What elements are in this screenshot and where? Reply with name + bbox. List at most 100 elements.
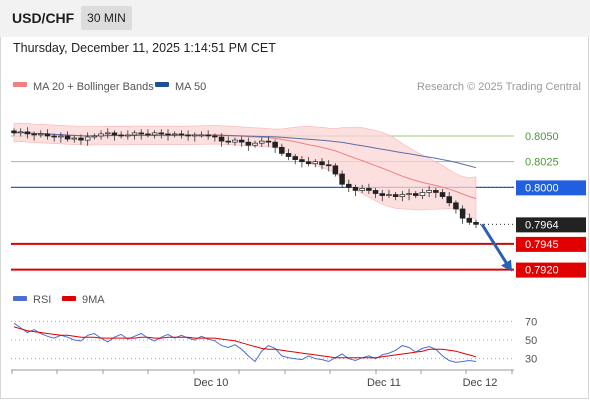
candle-body xyxy=(165,133,171,136)
candle-body xyxy=(346,183,352,188)
candle-body xyxy=(24,131,31,135)
header-bar: USD/CHF 30 MIN xyxy=(0,0,590,37)
candle-body xyxy=(185,134,191,137)
candle-body xyxy=(138,132,144,135)
candle-body xyxy=(352,187,359,191)
candle-body xyxy=(258,140,265,144)
candle-body xyxy=(446,196,452,204)
level-label-0-8025: 0.8025 xyxy=(525,157,559,169)
candle-body xyxy=(212,135,218,138)
level-label-0-8000: 0.8000 xyxy=(525,182,559,194)
rsi-tick-30: 30 xyxy=(525,354,537,366)
candle-body xyxy=(325,164,332,167)
candle-body xyxy=(178,133,185,136)
candle-body xyxy=(78,137,84,141)
symbol-title: USD/CHF xyxy=(12,10,75,26)
candle-body xyxy=(426,190,432,193)
candle-body xyxy=(84,136,91,141)
ma9-legend-swatch xyxy=(62,296,76,301)
candle-body xyxy=(38,133,44,136)
candle-body xyxy=(98,133,104,137)
candle-body xyxy=(232,139,238,143)
candle-body xyxy=(292,156,298,160)
candle-body xyxy=(205,134,211,137)
candle-body xyxy=(51,135,57,138)
candle-body xyxy=(379,193,386,196)
rsi-tick-70: 70 xyxy=(525,316,537,328)
candle-body xyxy=(459,208,466,219)
level-label-0-7945: 0.7945 xyxy=(525,239,559,251)
candle-body xyxy=(412,193,419,196)
candle-body xyxy=(433,190,439,193)
candle-body xyxy=(198,134,205,137)
bollinger-band xyxy=(13,122,477,221)
rsi-legend-label: RSI xyxy=(33,294,51,306)
candle-body xyxy=(192,134,198,137)
candle-body xyxy=(64,135,71,140)
candle-body xyxy=(339,173,345,185)
candle-body xyxy=(158,132,165,135)
ma50-legend-label: MA 50 xyxy=(175,81,206,93)
projection-arrow-shaft xyxy=(480,223,510,267)
candle-body xyxy=(171,133,178,136)
rsi-legend-swatch xyxy=(13,296,27,301)
level-label-0-7964-box xyxy=(516,217,586,233)
level-label-0-7945-box xyxy=(516,236,586,252)
candle-body xyxy=(125,134,131,137)
candle-body xyxy=(265,140,272,143)
ma9-legend-label: 9MA xyxy=(82,294,105,306)
ma50-legend-swatch xyxy=(155,82,169,87)
candle-body xyxy=(17,131,24,134)
candle-body xyxy=(419,192,426,196)
candle-body xyxy=(372,190,379,194)
candle-body xyxy=(131,132,138,136)
candle-body xyxy=(111,132,118,136)
candle-body xyxy=(71,137,78,140)
candle-body xyxy=(104,132,111,135)
candle-body xyxy=(439,192,446,197)
x-tick-label-0: Dec 10 xyxy=(194,377,229,389)
candle-body xyxy=(151,132,158,136)
candle-body xyxy=(453,202,459,210)
candle-body xyxy=(406,193,412,195)
level-label-0-7964: 0.7964 xyxy=(525,219,559,231)
candle-body xyxy=(399,194,406,197)
candle-body xyxy=(359,188,365,191)
level-label-0-7920: 0.7920 xyxy=(525,265,559,277)
rsi-9ma-line xyxy=(13,326,477,359)
candle-body xyxy=(392,194,399,197)
candle-body xyxy=(91,135,98,138)
ma20-legend-label: MA 20 + Bollinger Bands xyxy=(33,81,154,93)
candle-body xyxy=(299,159,305,163)
candle-body xyxy=(252,142,258,146)
candle-body xyxy=(245,141,252,146)
level-label-0-7920-box xyxy=(516,262,586,278)
candle-body xyxy=(44,133,51,137)
level-label-0-8050: 0.8050 xyxy=(525,131,559,143)
candle-body xyxy=(305,161,312,165)
candles-group xyxy=(11,127,479,228)
candle-body xyxy=(272,141,278,148)
candle-body xyxy=(218,136,225,142)
candle-body xyxy=(279,146,285,154)
candle-body xyxy=(31,133,37,136)
candle-body xyxy=(285,153,292,157)
candle-body xyxy=(238,139,245,143)
rsi-line xyxy=(13,322,477,363)
candle-body xyxy=(386,194,392,196)
ma50-line xyxy=(13,131,477,169)
candle-body xyxy=(58,135,64,138)
candle-body xyxy=(466,217,473,223)
x-tick-label-1: Dec 11 xyxy=(367,377,401,389)
rsi-tick-50: 50 xyxy=(525,335,537,347)
level-label-0-8000-box xyxy=(516,180,586,196)
ma20-legend-swatch xyxy=(13,82,27,87)
timeframe-button[interactable]: 30 MIN xyxy=(81,6,132,30)
candle-body xyxy=(145,133,151,136)
candle-body xyxy=(332,165,339,175)
timestamp: Thursday, December 11, 2025 1:14:51 PM C… xyxy=(13,41,276,55)
x-tick-label-2: Dec 12 xyxy=(463,377,498,389)
projection-arrow-head xyxy=(501,259,512,272)
candle-body xyxy=(319,161,325,166)
